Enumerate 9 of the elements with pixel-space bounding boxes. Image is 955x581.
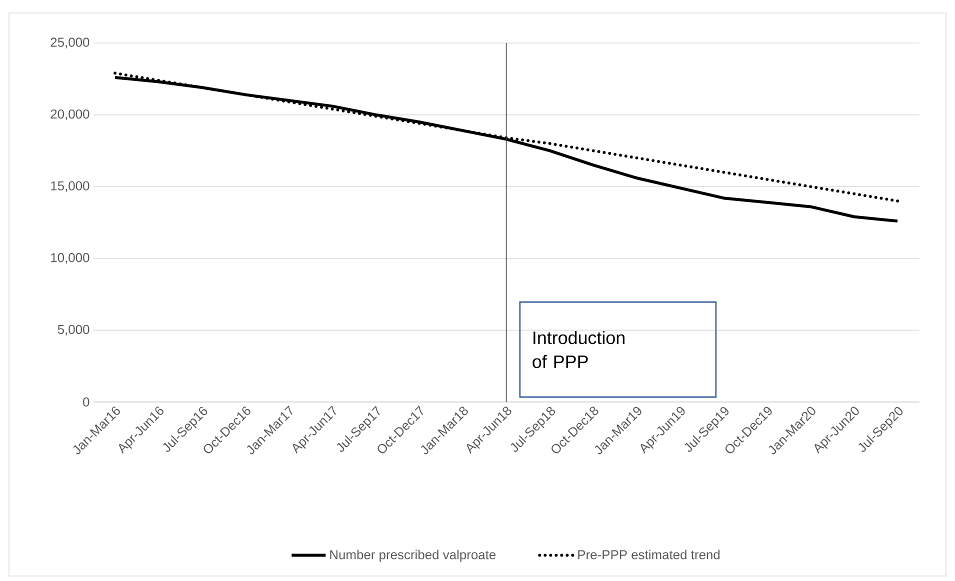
y-tick-label: 5,000	[58, 324, 90, 336]
y-tick-label: 25,000	[50, 38, 90, 48]
y-tick-label: 0	[83, 397, 90, 407]
legend-label: Pre-PPP estimated trend	[578, 550, 720, 560]
ref-line-label: Introduction of PPP	[532, 331, 624, 368]
y-tick-label: 20,000	[50, 109, 90, 120]
y-tick-label: 15,000	[51, 181, 90, 192]
legend-label: Number prescribed valproate	[330, 550, 496, 562]
y-tick-label: 10,000	[51, 253, 90, 264]
